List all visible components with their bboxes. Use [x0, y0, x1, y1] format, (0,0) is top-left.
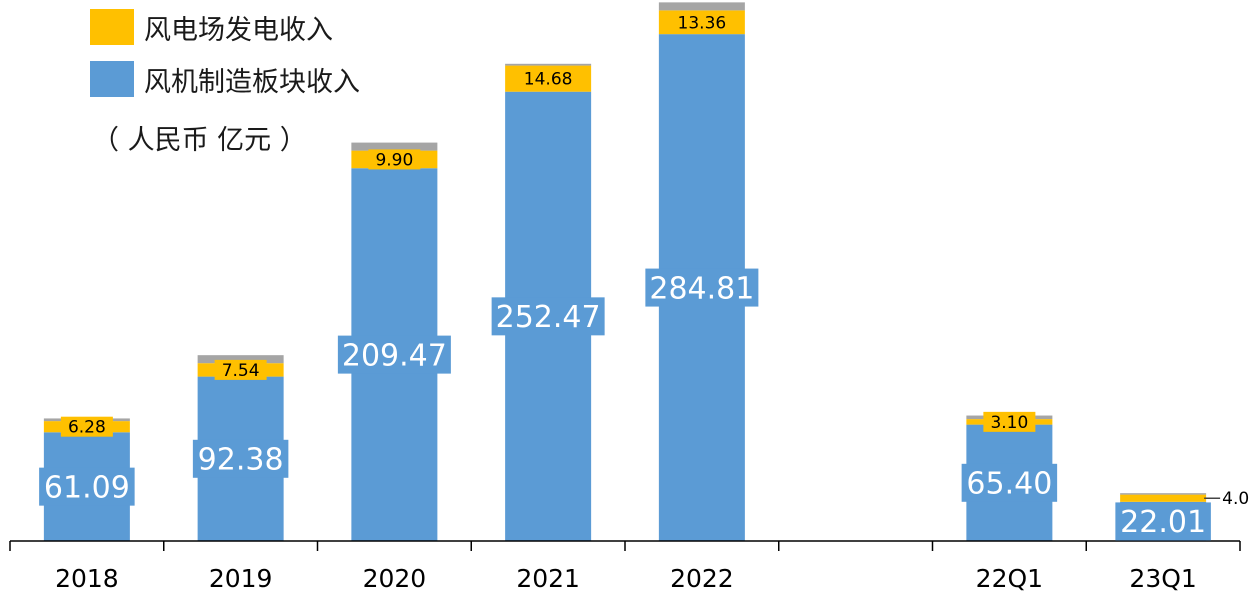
- x-tick-label: 2021: [516, 564, 580, 593]
- manufacturing-data-label: 92.38: [198, 443, 284, 478]
- manufacturing-data-label: 65.40: [966, 467, 1052, 502]
- x-tick-label: 2019: [209, 564, 273, 593]
- manufacturing-data-label: 22.01: [1120, 505, 1206, 540]
- wind-farm-data-label: 14.68: [524, 70, 573, 90]
- manufacturing-label-box: [491, 297, 605, 336]
- x-tick-label: 2020: [363, 564, 427, 593]
- x-tick-label: 2022: [670, 564, 734, 593]
- legend-label-manufacturing: 风机制造板块收入: [144, 66, 360, 98]
- manufacturing-label-box: [645, 268, 759, 307]
- wind-farm-label-box: [670, 12, 734, 33]
- legend-swatch-manufacturing: [90, 61, 134, 97]
- wind-farm-data-label: 3.10: [990, 413, 1028, 433]
- manufacturing-label-box: [39, 467, 135, 506]
- manufacturing-label-box: [961, 463, 1058, 502]
- wind-farm-label-box: [368, 149, 421, 170]
- wind-farm-data-label: 6.28: [68, 418, 106, 438]
- wind-farm-data-label: 9.90: [375, 150, 413, 170]
- bar-wind-farm-23Q1: [1120, 494, 1207, 502]
- bar-other-2020: [351, 142, 438, 151]
- manufacturing-data-label: 252.47: [496, 300, 601, 335]
- manufacturing-data-label: 61.09: [44, 470, 130, 505]
- manufacturing-data-label: 209.47: [342, 338, 447, 373]
- manufacturing-label-box: [337, 335, 451, 374]
- bar-other-23Q1: [1120, 493, 1207, 495]
- wind-farm-label-box: [60, 416, 113, 437]
- manufacturing-label-box: [1115, 502, 1211, 541]
- unit-label: （ 人民币 亿元 ）: [92, 125, 307, 156]
- wind-farm-data-label: 13.36: [678, 13, 727, 33]
- bar-other-2021: [505, 63, 592, 66]
- bar-other-2022: [658, 2, 745, 11]
- bar-other-2019: [197, 355, 284, 364]
- wind-farm-label-box: [516, 68, 580, 89]
- legend: 风电场发电收入 风机制造板块收入: [90, 4, 360, 108]
- wind-farm-label-box: [214, 359, 267, 380]
- wind-farm-data-label: 7.54: [222, 361, 260, 381]
- legend-item-manufacturing: 风机制造板块收入: [90, 56, 360, 102]
- x-tick-label: 23Q1: [1129, 564, 1196, 593]
- legend-label-wind-farm: 风电场发电收入: [144, 14, 333, 46]
- manufacturing-data-label: 284.81: [649, 271, 754, 306]
- wind-farm-data-label: 4.06: [1222, 489, 1250, 509]
- x-tick-label: 22Q1: [976, 564, 1043, 593]
- legend-swatch-wind-farm: [90, 9, 134, 45]
- legend-item-wind-farm: 风电场发电收入: [90, 4, 360, 50]
- manufacturing-label-box: [192, 439, 289, 478]
- x-tick-label: 2018: [55, 564, 119, 593]
- wind-farm-label-box: [983, 411, 1036, 432]
